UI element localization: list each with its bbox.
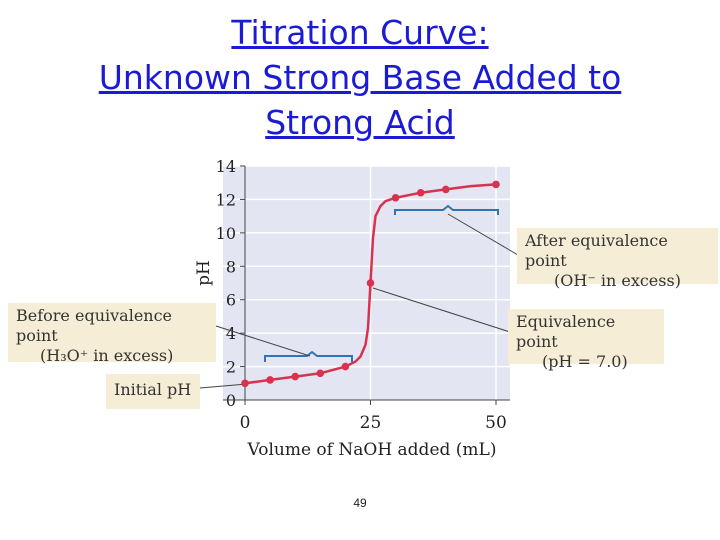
pointer-after-equivalence [447, 213, 519, 256]
title-line-1: Titration Curve: [231, 13, 489, 52]
pointer-equivalence [372, 287, 511, 333]
data-point [291, 372, 300, 381]
data-point [492, 180, 500, 189]
x-tick-label: 50 [485, 413, 507, 433]
pointer-before-equivalence [215, 325, 311, 357]
data-point [442, 185, 450, 194]
data-point [366, 279, 375, 287]
equivalence-point-title: Equivalence point [516, 312, 616, 351]
x-tick-label: 25 [360, 413, 382, 433]
data-point [391, 193, 400, 202]
data-point [241, 379, 249, 388]
after-equivalence-detail: (OH⁻ in excess) [554, 271, 681, 290]
y-tick-label: 14 [216, 157, 236, 176]
slide-title: Titration Curve: Unknown Strong Base Add… [0, 10, 720, 145]
equivalence-point-detail: (pH = 7.0) [542, 352, 628, 371]
brace-after-equivalence [394, 204, 499, 215]
x-tick-label: 0 [240, 413, 251, 433]
y-axis-label: pH [194, 260, 214, 286]
y-tick-label: 4 [226, 324, 236, 343]
title-line-3: Strong Acid [265, 103, 455, 142]
data-point [266, 376, 274, 384]
data-point [316, 369, 325, 378]
page-number: 49 [353, 496, 367, 510]
y-tick-label: 6 [226, 291, 236, 310]
before-equivalence-title: Before equivalence point [16, 306, 173, 345]
x-axis-ticks: 0 25 50 [240, 400, 507, 433]
y-tick-label: 2 [226, 358, 236, 377]
title-line-2: Unknown Strong Base Added to [98, 58, 622, 97]
x-axis-label: Volume of NaOH added (mL) [247, 440, 497, 460]
plot-background [223, 166, 510, 400]
y-tick-label: 8 [226, 257, 236, 276]
data-point-markers [241, 180, 500, 388]
y-tick-label: 10 [216, 224, 236, 243]
before-equivalence-label: Before equivalence point (H₃O⁺ in excess… [8, 303, 216, 365]
before-equivalence-detail: (H₃O⁺ in excess) [40, 346, 174, 365]
after-equivalence-label: After equivalence point (OH⁻ in excess) [517, 228, 718, 290]
annotation-pointer-lines [199, 213, 519, 389]
brace-before-equivalence [264, 350, 353, 362]
y-tick-label: 12 [216, 190, 236, 209]
initial-ph-label: Initial pH [106, 374, 200, 409]
equivalence-point-label: Equivalence point (pH = 7.0) [508, 309, 664, 371]
data-point [341, 362, 350, 371]
initial-ph-text: Initial pH [114, 380, 192, 399]
pointer-initial-ph [199, 383, 248, 389]
data-point [416, 188, 425, 197]
after-equivalence-title: After equivalence point [525, 231, 668, 270]
